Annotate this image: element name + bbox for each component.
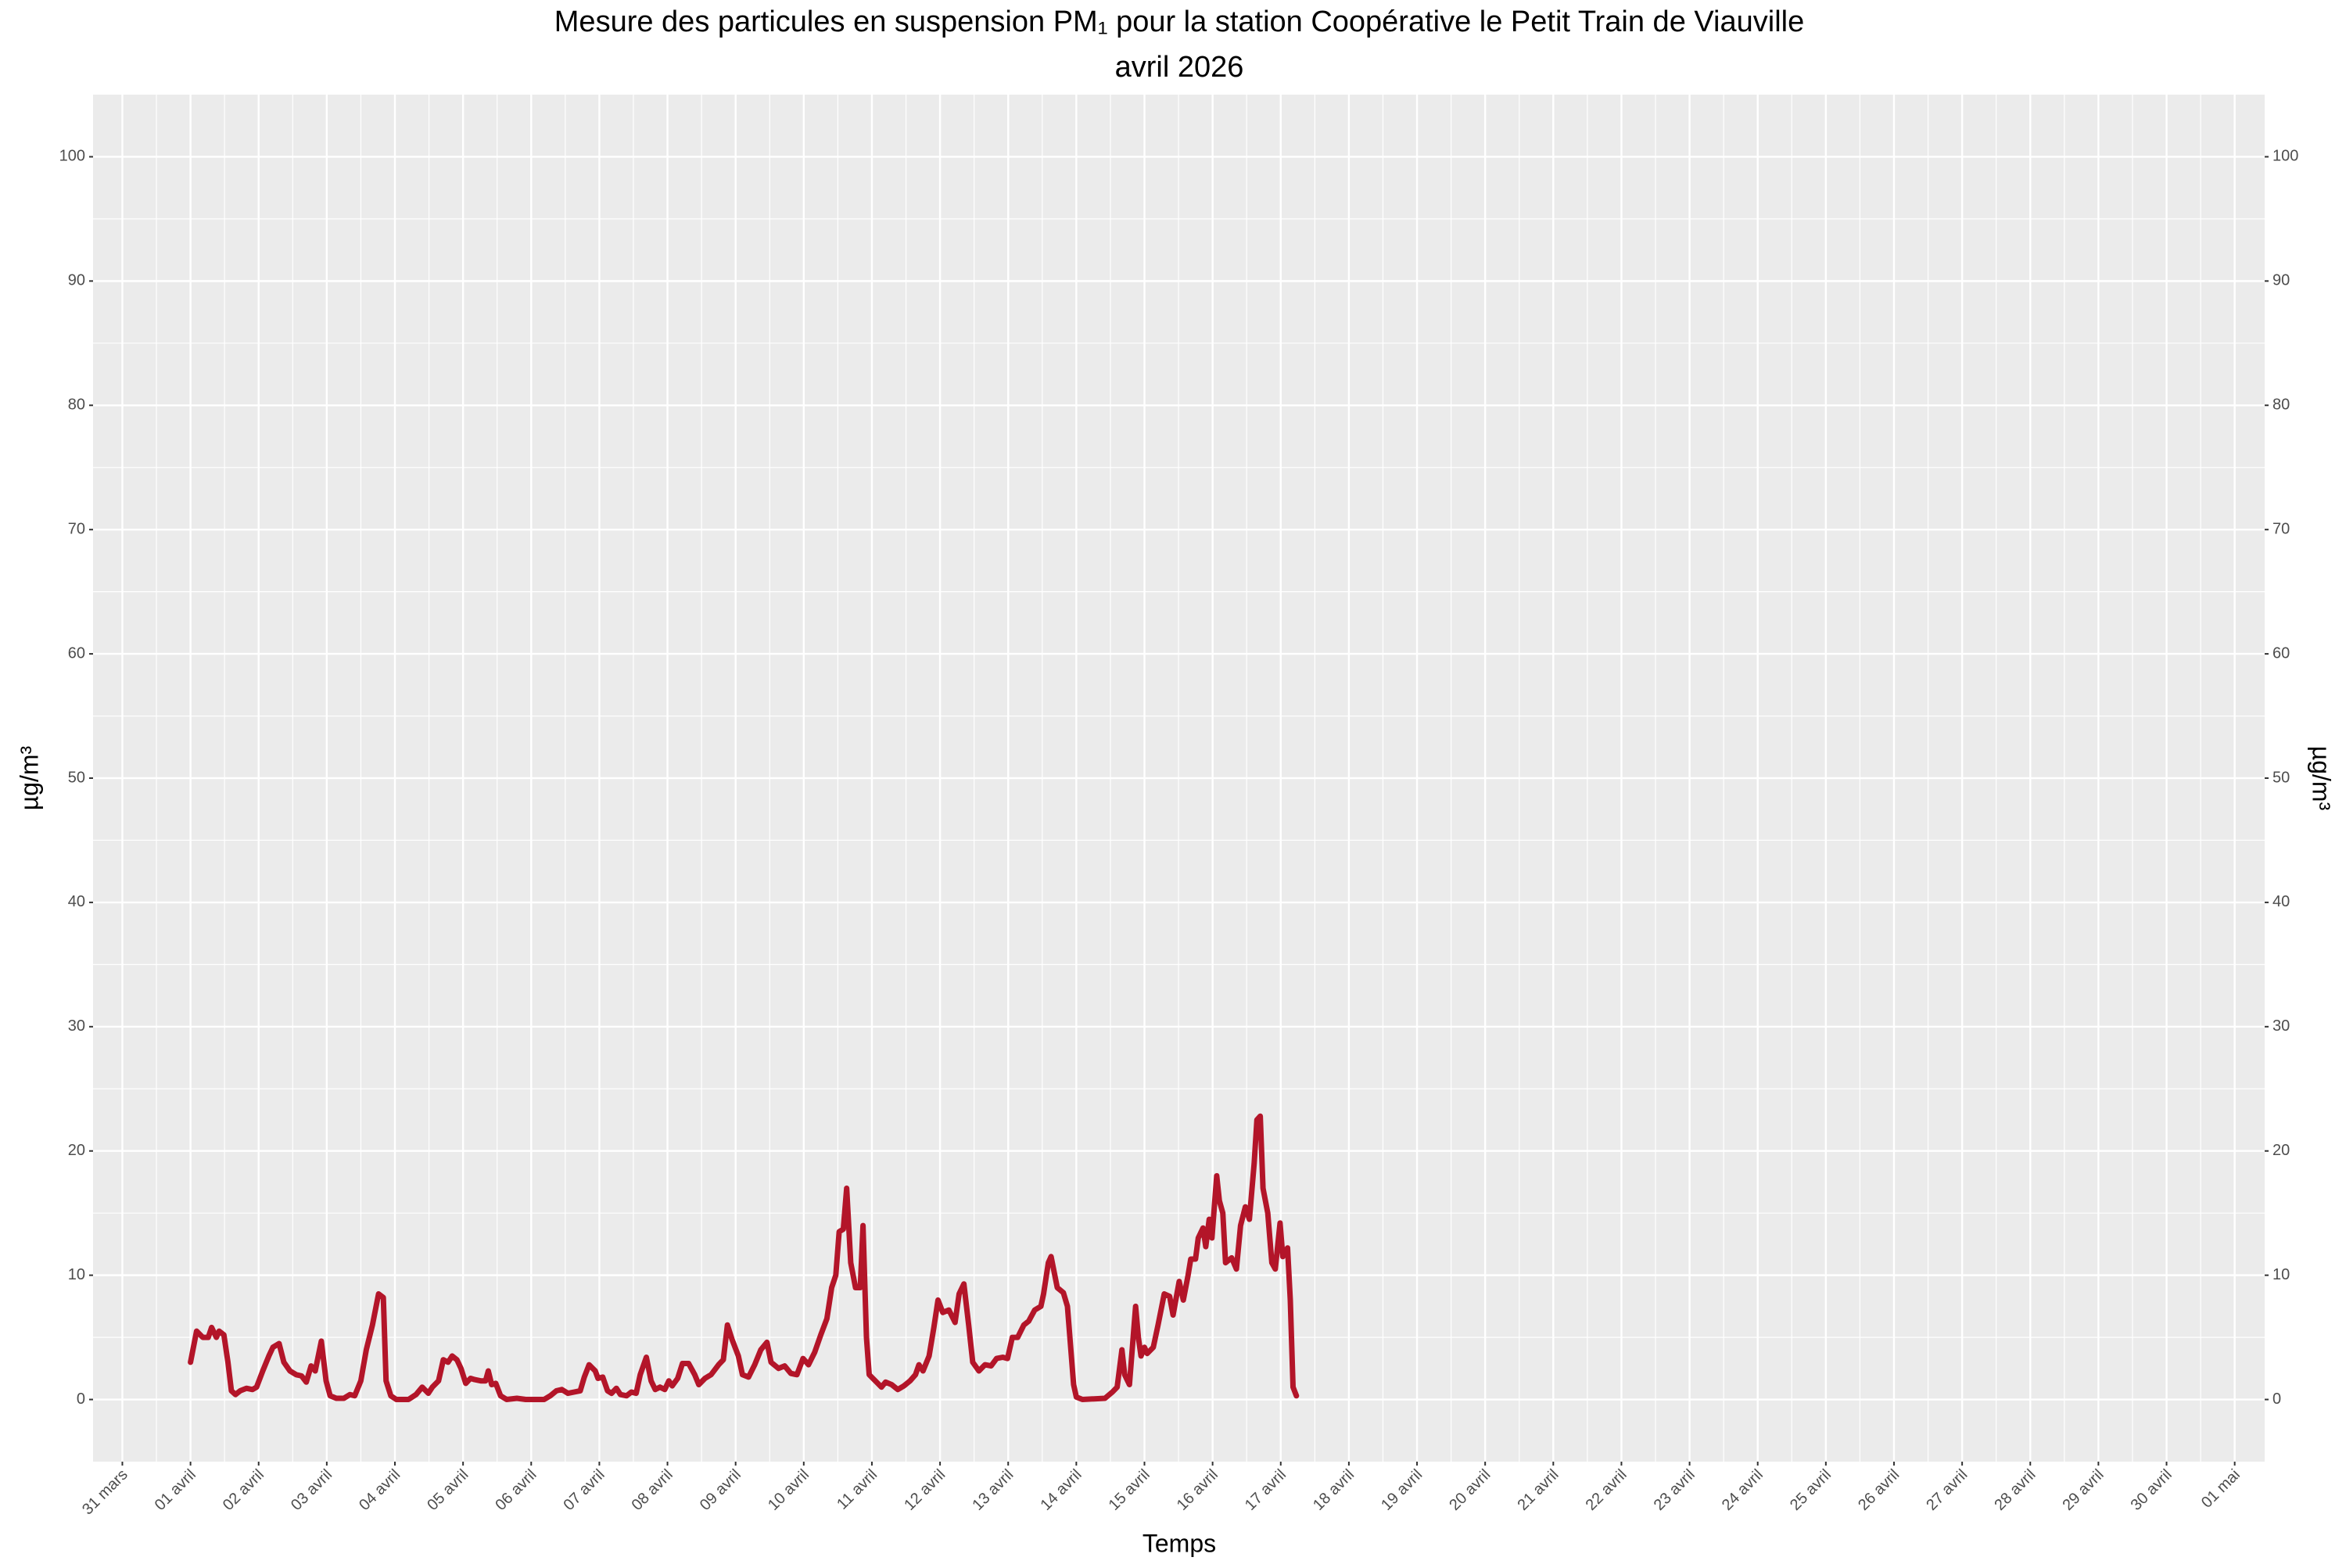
x-tick-label: 01 mai (2198, 1466, 2244, 1512)
x-tick-label: 13 avril (969, 1466, 1017, 1514)
y-tick-label: 60 (68, 644, 85, 662)
y-tick-label: 40 (68, 893, 85, 910)
y-tick-label: 50 (68, 769, 85, 786)
y2-tick-label: 80 (2272, 396, 2290, 414)
x-tick-label: 17 avril (1242, 1466, 1290, 1514)
y-tick-label: 90 (68, 272, 85, 289)
x-tick-label: 12 avril (901, 1466, 949, 1514)
x-tick-label: 10 avril (765, 1466, 812, 1514)
x-tick-label: 11 avril (834, 1466, 881, 1513)
y2-tick-label: 20 (2272, 1142, 2290, 1159)
x-tick-label: 09 avril (697, 1466, 744, 1514)
chart-title: Mesure des particules en suspension PM₁ … (554, 5, 1804, 38)
chart-subtitle: avril 2026 (1115, 51, 1244, 84)
x-tick-label: 25 avril (1787, 1466, 1835, 1514)
y2-tick-label: 40 (2272, 893, 2290, 910)
x-tick-label: 15 avril (1106, 1466, 1153, 1514)
x-tick-label: 23 avril (1651, 1466, 1699, 1514)
x-tick-label: 16 avril (1174, 1466, 1221, 1514)
y2-tick-label: 90 (2272, 272, 2290, 289)
y-tick-label: 70 (68, 520, 85, 537)
x-tick-label: 01 avril (152, 1466, 199, 1514)
y-tick-label: 10 (68, 1266, 85, 1283)
y-tick-label: 80 (68, 396, 85, 414)
x-tick-label: 21 avril (1514, 1466, 1562, 1514)
data-line (188, 1113, 1300, 1402)
y2-tick-label: 50 (2272, 769, 2290, 786)
x-tick-label: 28 avril (1991, 1466, 2039, 1514)
y-tick-label: 0 (77, 1390, 85, 1408)
x-tick-label: 14 avril (1037, 1466, 1085, 1514)
x-tick-label: 27 avril (1923, 1466, 1971, 1514)
y2-tick-label: 30 (2272, 1017, 2290, 1035)
y2-tick-label: 60 (2272, 644, 2290, 662)
x-tick-label: 19 avril (1378, 1466, 1426, 1514)
y2-tick-label: 100 (2272, 148, 2298, 165)
x-tick-label: 18 avril (1310, 1466, 1358, 1514)
y2-tick-label: 10 (2272, 1266, 2290, 1283)
y2-axis-title: µg/m³ (2308, 746, 2336, 811)
y2-tick-label: 70 (2272, 520, 2290, 537)
x-tick-label: 07 avril (561, 1466, 608, 1514)
x-tick-label: 08 avril (629, 1466, 676, 1514)
x-tick-label: 05 avril (424, 1466, 472, 1514)
grid (93, 95, 2265, 1462)
x-tick-label: 03 avril (288, 1466, 335, 1514)
x-tick-label: 04 avril (356, 1466, 404, 1514)
y-tick-label: 20 (68, 1142, 85, 1159)
x-tick-label: 31 mars (79, 1466, 131, 1519)
x-tick-label: 29 avril (2060, 1466, 2107, 1514)
y-axis-title: µg/m³ (15, 745, 43, 810)
x-tick-label: 30 avril (2128, 1466, 2176, 1514)
y2-tick-label: 0 (2272, 1390, 2281, 1408)
x-tick-label: 22 avril (1583, 1466, 1630, 1514)
y-tick-label: 100 (59, 148, 85, 165)
x-tick-label: 06 avril (492, 1466, 540, 1514)
x-tick-label: 26 avril (1855, 1466, 1903, 1514)
x-axis-title: Temps (1143, 1529, 1216, 1557)
x-tick-label: 02 avril (220, 1466, 267, 1514)
x-tick-label: 20 avril (1446, 1466, 1494, 1514)
x-tick-label: 24 avril (1719, 1466, 1767, 1514)
y-tick-label: 30 (68, 1017, 85, 1035)
